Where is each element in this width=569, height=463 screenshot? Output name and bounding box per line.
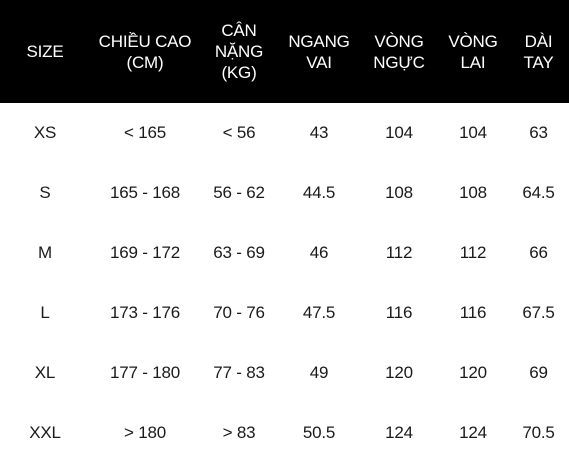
- cell-sleeve-length: 69: [529, 363, 548, 382]
- cell-shoulder-width: 43: [309, 123, 329, 142]
- table-body: XS < 165 < 56 43 104 104 63 S 165 - 168 …: [0, 103, 569, 463]
- cell-size: S: [39, 183, 51, 202]
- header-chest: VÒNG NGỰC: [373, 31, 425, 72]
- cell-hem: 124: [459, 423, 487, 442]
- cell-hem: 104: [459, 123, 487, 142]
- cell-height: > 180: [123, 423, 166, 442]
- cell-sleeve-length: 63: [529, 123, 548, 142]
- cell-weight: < 56: [222, 123, 256, 142]
- table-row: S 165 - 168 56 - 62 44.5 108 108 64.5: [0, 163, 569, 223]
- cell-size: L: [40, 303, 50, 322]
- cell-height: < 165: [123, 123, 166, 142]
- table-row: XS < 165 < 56 43 104 104 63: [0, 103, 569, 163]
- header-row: SIZE CHIỀU CAO (CM) CÂN NẶNG (KG) NGANG …: [0, 0, 569, 103]
- cell-hem: 112: [459, 243, 487, 262]
- cell-size: XS: [33, 123, 57, 142]
- header-size: SIZE: [26, 42, 64, 61]
- cell-weight: 70 - 76: [213, 303, 265, 322]
- header-hem: VÒNG LAI: [448, 31, 498, 72]
- cell-chest: 108: [385, 183, 413, 202]
- cell-size: XXL: [29, 423, 61, 442]
- cell-weight: 56 - 62: [213, 183, 265, 202]
- header-weight: CÂN NẶNG (KG): [214, 21, 264, 82]
- header-height: CHIỀU CAO (CM): [98, 31, 192, 72]
- cell-hem: 116: [459, 303, 487, 322]
- cell-hem: 120: [459, 363, 487, 382]
- cell-chest: 104: [385, 123, 413, 142]
- header-shoulder-width: NGANG VAI: [288, 31, 350, 72]
- cell-sleeve-length: 66: [529, 243, 548, 262]
- table-row: M 169 - 172 63 - 69 46 112 112 66: [0, 223, 569, 283]
- cell-shoulder-width: 49: [309, 363, 329, 382]
- table-row: L 173 - 176 70 - 76 47.5 116 116 67.5: [0, 283, 569, 343]
- cell-weight: > 83: [222, 423, 256, 442]
- cell-height: 165 - 168: [109, 183, 181, 202]
- table-row: XL 177 - 180 77 - 83 49 120 120 69: [0, 343, 569, 403]
- cell-sleeve-length: 64.5: [522, 183, 555, 202]
- cell-shoulder-width: 44.5: [302, 183, 336, 202]
- cell-shoulder-width: 47.5: [302, 303, 336, 322]
- cell-weight: 77 - 83: [213, 363, 265, 382]
- cell-size: XL: [34, 363, 56, 382]
- table-header: SIZE CHIỀU CAO (CM) CÂN NẶNG (KG) NGANG …: [0, 0, 569, 103]
- cell-hem: 108: [459, 183, 487, 202]
- cell-height: 169 - 172: [109, 243, 181, 262]
- cell-size: M: [38, 243, 52, 262]
- cell-chest: 120: [385, 363, 413, 382]
- cell-shoulder-width: 50.5: [302, 423, 336, 442]
- cell-chest: 116: [385, 303, 413, 322]
- header-sleeve-length: DÀI TAY: [523, 31, 554, 72]
- cell-sleeve-length: 67.5: [522, 303, 555, 322]
- table-row: XXL > 180 > 83 50.5 124 124 70.5: [0, 403, 569, 463]
- cell-chest: 124: [385, 423, 413, 442]
- cell-sleeve-length: 70.5: [522, 423, 555, 442]
- cell-height: 177 - 180: [109, 363, 181, 382]
- cell-chest: 112: [385, 243, 413, 262]
- cell-height: 173 - 176: [109, 303, 181, 322]
- cell-shoulder-width: 46: [309, 243, 329, 262]
- cell-weight: 63 - 69: [213, 243, 265, 262]
